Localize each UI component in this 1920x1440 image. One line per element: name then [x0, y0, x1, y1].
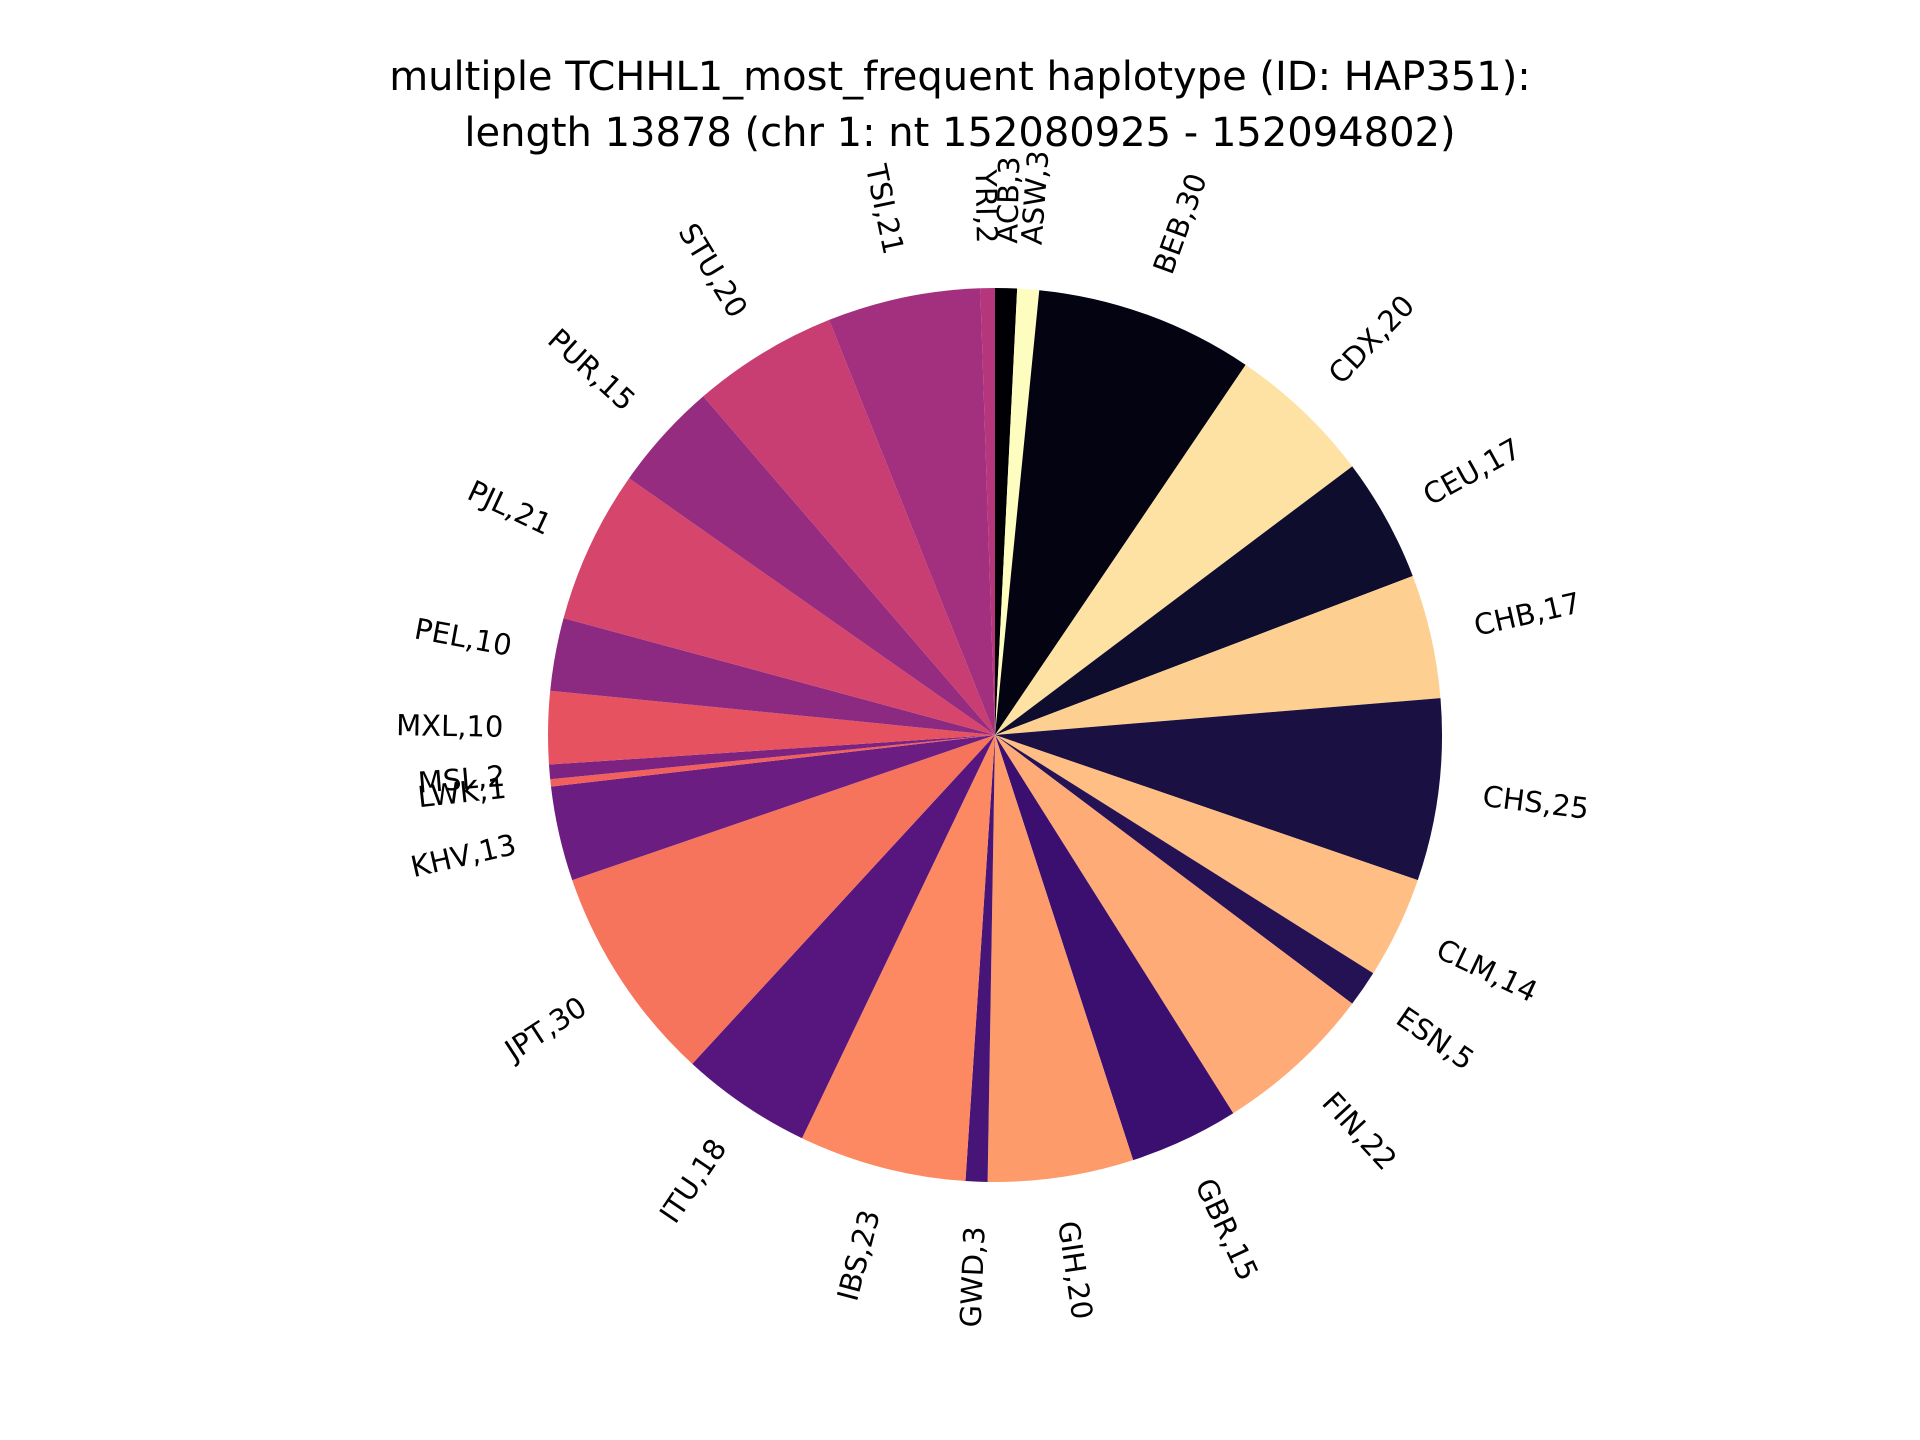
pie-slice-itu	[692, 735, 995, 1139]
pie-slice-ceu	[995, 466, 1413, 735]
pie-slice-gih	[987, 735, 1134, 1182]
pie-label-esn: ESN,5	[1390, 1000, 1480, 1077]
pie-label-acb: ACB,3	[990, 156, 1026, 244]
pie-label-chs: CHS,25	[1481, 779, 1591, 826]
pie-slice-msl	[548, 735, 995, 780]
pie-slice-mxl	[548, 690, 995, 765]
pie-label-ceu: CEU,17	[1417, 431, 1526, 512]
pie-label-gwd: GWD,3	[954, 1226, 992, 1328]
pie-label-khv: KHV,13	[408, 827, 520, 884]
pie-label-msl: MSL,2	[417, 759, 507, 800]
pie-slice-beb	[995, 290, 1246, 735]
pie-slice-ibs	[802, 735, 995, 1182]
pie-label-pjl: PJL,21	[463, 474, 557, 542]
pie-slices	[548, 288, 1442, 1182]
pie-label-stu: STU,20	[672, 217, 755, 323]
pie-slice-cdx	[995, 364, 1353, 735]
pie-slice-chb	[995, 575, 1441, 735]
pie-label-cdx: CDX,20	[1322, 288, 1421, 390]
pie-slice-lwk	[550, 735, 995, 787]
pie-slice-pel	[550, 618, 995, 735]
chart-title-line-1: multiple TCHHL1_most_frequent haplotype …	[389, 54, 1531, 100]
chart-title-line-2: length 13878 (chr 1: nt 152080925 - 1520…	[464, 110, 1455, 156]
pie-label-mxl: MXL,10	[396, 708, 504, 744]
pie-label-yri: YRI,2	[969, 168, 1004, 244]
pie-label-ibs: IBS,23	[830, 1206, 886, 1304]
pie-slice-esn	[995, 735, 1374, 1004]
pie-slice-khv	[550, 735, 995, 881]
pie-label-beb: BEB,30	[1146, 169, 1213, 279]
pie-slice-jpt	[572, 735, 995, 1064]
pie-slice-pur	[629, 396, 995, 735]
pie-label-chb: CHB,17	[1471, 586, 1584, 643]
pie-label-clm: CLM,14	[1431, 932, 1543, 1009]
pie-label-pel: PEL,10	[412, 612, 515, 663]
pie-slice-chs	[995, 698, 1442, 881]
pie-label-asw: ASW,3	[1015, 149, 1056, 246]
pie-label-jpt: JPT,30	[497, 990, 593, 1069]
pie-slice-fin	[995, 735, 1353, 1114]
pie-slice-gbr	[995, 735, 1234, 1161]
pie-slice-stu	[703, 319, 995, 735]
pie-label-itu: ITU,18	[653, 1133, 734, 1230]
pie-slice-tsi	[829, 288, 995, 735]
pie-label-gbr: GBR,15	[1188, 1173, 1265, 1286]
pie-label-tsi: TSI,21	[859, 160, 911, 257]
pie-slice-gwd	[965, 735, 995, 1182]
pie-label-fin: FIN,22	[1316, 1085, 1404, 1176]
pie-slice-clm	[995, 735, 1418, 974]
pie-label-pur: PUR,15	[541, 322, 642, 418]
pie-slice-yri	[980, 288, 995, 735]
pie-slice-asw	[995, 288, 1040, 735]
pie-slice-pjl	[563, 478, 995, 735]
pie-label-gih: GIH,20	[1051, 1219, 1099, 1322]
pie-slice-acb	[995, 288, 1018, 735]
